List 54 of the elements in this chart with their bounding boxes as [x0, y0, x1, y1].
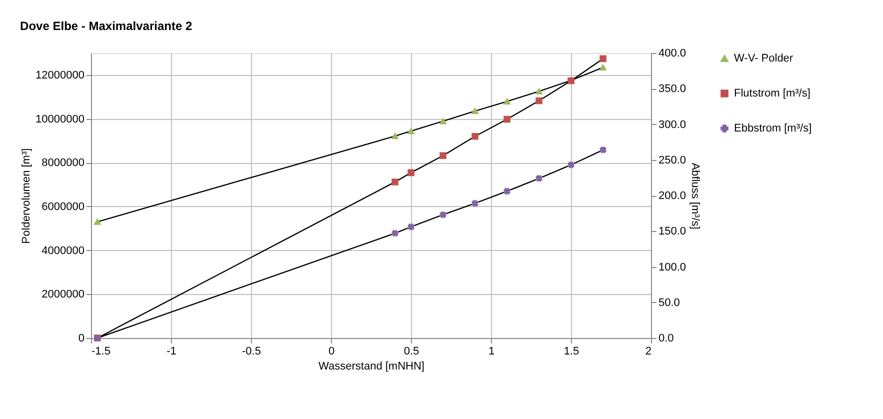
chart-title: Dove Elbe - Maximalvariante 2: [20, 19, 192, 33]
x-tick-label: 2: [645, 346, 652, 358]
y2-tick-label: 400.0: [658, 48, 686, 60]
x-tick-label: 0: [328, 346, 335, 358]
point: [504, 116, 510, 123]
x-tick-label: -1: [166, 346, 176, 358]
x-tick-label: 1: [488, 346, 495, 358]
y2-tick-label: 0.0: [658, 332, 674, 344]
y2-tick-label: 250.0: [658, 154, 686, 166]
y-tick-label: 6000000: [42, 200, 84, 213]
y-tick-label: 4000000: [42, 244, 84, 257]
y-tick-label: 2000000: [42, 288, 84, 301]
point: [94, 218, 101, 225]
point: [408, 169, 414, 176]
legend-label: Ebbstrom [m³/s]: [734, 122, 812, 134]
point: [440, 211, 446, 218]
point: [472, 200, 478, 207]
x-axis-title: Wasserstand [mNHN]: [318, 360, 424, 372]
y2-tick-label: 300.0: [658, 118, 686, 131]
point: [536, 175, 542, 182]
point: [536, 88, 542, 94]
y-tick-label: 8000000: [42, 157, 84, 170]
y-tick-label: 0: [78, 332, 84, 344]
point: [600, 55, 606, 62]
y2-axis-title: Abfluss [m³/s]: [689, 162, 702, 230]
y2-tick-label: 100.0: [658, 261, 686, 274]
legend-label: Flutstrom [m³/s]: [734, 88, 810, 100]
point: [600, 146, 606, 154]
point: [472, 108, 478, 114]
y2-tick-label: 150.0: [658, 226, 686, 238]
y-axis-title: Poldervolumen [m³]: [20, 148, 33, 244]
point: [472, 132, 478, 140]
point: [600, 64, 606, 70]
y2-tick-label: 350.0: [658, 83, 686, 96]
point: [408, 128, 414, 134]
point: [408, 223, 414, 230]
point: [568, 162, 574, 168]
x-tick-label: -0.5: [242, 346, 261, 358]
legend-label: W-V- Polder: [734, 52, 794, 64]
x-tick-label: 0.5: [404, 346, 420, 358]
point: [392, 230, 398, 237]
y-tick-label: 12000000: [36, 69, 84, 82]
point: [536, 97, 542, 104]
point: [440, 118, 446, 124]
point: [392, 133, 398, 140]
y2-tick-label: 200.0: [658, 190, 686, 202]
point: [504, 188, 510, 195]
x-tick-label: -1.5: [92, 346, 110, 358]
y2-tick-label: 50.0: [658, 296, 680, 309]
point: [504, 98, 510, 104]
point: [392, 178, 398, 186]
y-tick-label: 10000000: [36, 113, 84, 126]
x-tick-label: 1.5: [564, 346, 580, 358]
point: [440, 152, 446, 159]
